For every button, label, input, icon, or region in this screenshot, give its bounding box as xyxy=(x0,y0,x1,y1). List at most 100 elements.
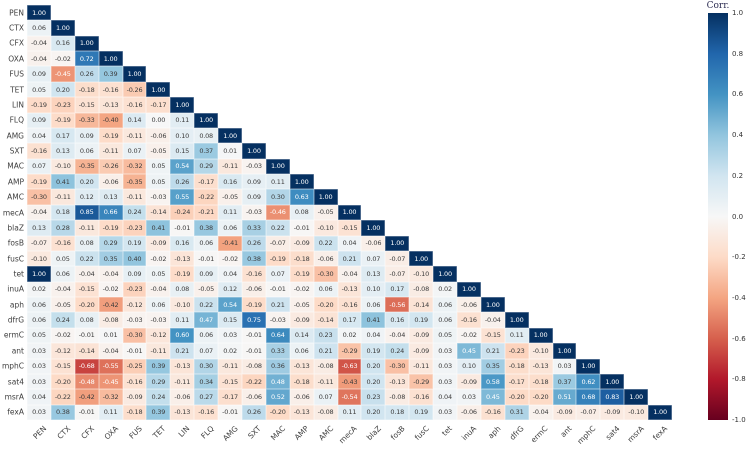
corr-cell-fexA-OXA: 0.11 xyxy=(98,404,123,420)
corr-cell-sat4-tet: 0.03 xyxy=(433,373,457,390)
corr-cell-tet-OXA: -0.04 xyxy=(98,266,123,282)
corr-cell-MAC-MAC: 1.00 xyxy=(265,158,290,175)
corr-cell-fexA-aph: -0.16 xyxy=(480,404,505,420)
corr-cell-fexA-msrA: -0.10 xyxy=(624,404,649,420)
corr-cell-sat4-AMP: -0.18 xyxy=(289,373,314,390)
corr-cell-inuA-inuA: 1.00 xyxy=(457,281,481,298)
corr-cell-msrA-AMP: -0.06 xyxy=(289,389,314,405)
corr-cell-fexA-CTX: 0.38 xyxy=(50,404,75,420)
corr-cell-blaZ-FLQ: 0.38 xyxy=(194,220,219,236)
corr-cell-mecA-AMC: -0.05 xyxy=(313,204,338,221)
corr-cell-ant-blaZ: 0.19 xyxy=(361,343,386,359)
col-label-aph: aph xyxy=(485,424,503,441)
row-label-AMG: AMG xyxy=(6,131,24,141)
corr-cell-OXA-OXA: 1.00 xyxy=(98,51,123,67)
corr-cell-inuA-SXT: -0.06 xyxy=(242,281,266,298)
corr-cell-dfrG-fusC: 0.19 xyxy=(409,312,434,328)
corr-cell-aph-MAC: 0.21 xyxy=(265,297,290,313)
col-label-CFX: CFX xyxy=(79,424,96,441)
corr-cell-tet-CFX: -0.04 xyxy=(74,266,99,282)
col-label-fusC: fusC xyxy=(412,424,431,443)
corr-cell-tet-LIN: -0.19 xyxy=(170,266,195,282)
corr-cell-SXT-FLQ: 0.37 xyxy=(194,143,219,159)
corr-cell-aph-LIN: -0.10 xyxy=(170,297,195,313)
corr-cell-sat4-FUS: -0.16 xyxy=(122,373,147,390)
corr-cell-MAC-FUS: -0.32 xyxy=(122,158,147,175)
corr-cell-fusC-MAC: -0.19 xyxy=(265,250,290,267)
colorbar-title: Corr. xyxy=(706,1,730,11)
corr-cell-fusC-blaZ: 0.07 xyxy=(361,250,386,267)
corr-cell-OXA-PEN: -0.04 xyxy=(27,51,51,67)
corr-cell-tet-PEN: 1.00 xyxy=(27,266,51,282)
corr-cell-fosB-fosB: 1.00 xyxy=(385,235,410,251)
corr-cell-inuA-FUS: -0.23 xyxy=(122,281,147,298)
corr-cell-ant-AMG: 0.02 xyxy=(218,343,242,359)
corr-cell-CFX-PEN: -0.04 xyxy=(27,35,51,52)
row-label-LIN: LIN xyxy=(11,100,24,110)
corr-cell-fexA-dfrG: 0.31 xyxy=(504,404,529,420)
corr-cell-AMG-AMG: 1.00 xyxy=(218,127,242,144)
corr-cell-dfrG-mecA: 0.17 xyxy=(337,312,362,328)
corr-cell-CFX-CTX: 0.16 xyxy=(50,35,75,52)
corr-cell-ermC-SXT: -0.01 xyxy=(242,327,266,344)
corr-cell-mphC-inuA: 0.10 xyxy=(457,358,481,374)
corr-cell-ant-tet: 0.03 xyxy=(433,343,457,359)
corr-cell-aph-inuA: -0.06 xyxy=(457,297,481,313)
corr-cell-blaZ-LIN: -0.01 xyxy=(170,220,195,236)
corr-cell-OXA-CTX: -0.02 xyxy=(50,51,75,67)
corr-cell-fusC-LIN: -0.13 xyxy=(170,250,195,267)
corr-cell-tet-mecA: -0.04 xyxy=(337,266,362,282)
corr-cell-dfrG-FUS: -0.03 xyxy=(122,312,147,328)
corr-cell-fexA-mecA: 0.11 xyxy=(337,404,362,420)
corr-cell-ant-mecA: -0.29 xyxy=(337,343,362,359)
corr-cell-SXT-OXA: -0.11 xyxy=(98,143,123,159)
corr-cell-AMC-AMC: 1.00 xyxy=(313,189,338,205)
corr-cell-ant-CFX: -0.14 xyxy=(74,343,99,359)
corr-cell-aph-tet: 0.06 xyxy=(433,297,457,313)
colorbar-tick-0.6: 0.6 xyxy=(732,90,744,99)
corr-cell-ant-OXA: -0.04 xyxy=(98,343,123,359)
corr-cell-fexA-FUS: -0.18 xyxy=(122,404,147,420)
corr-cell-dfrG-blaZ: 0.41 xyxy=(361,312,386,328)
corr-cell-ant-SXT: -0.01 xyxy=(242,343,266,359)
row-label-fusC: fusC xyxy=(7,254,24,264)
corr-cell-AMP-MAC: 0.11 xyxy=(265,174,290,190)
corr-cell-msrA-OXA: -0.32 xyxy=(98,389,123,405)
corr-cell-fexA-ant: -0.09 xyxy=(552,404,577,420)
corr-cell-sat4-blaZ: 0.20 xyxy=(361,373,386,390)
corr-cell-FUS-FUS: 1.00 xyxy=(122,66,147,82)
corr-cell-blaZ-SXT: 0.33 xyxy=(242,220,266,236)
row-label-SXT: SXT xyxy=(9,146,24,156)
corr-cell-mphC-FUS: -0.25 xyxy=(122,358,147,374)
row-label-msrA: msrA xyxy=(4,392,24,402)
corr-cell-mphC-OXA: -0.55 xyxy=(98,358,123,374)
corr-cell-FLQ-OXA: -0.40 xyxy=(98,112,123,128)
corr-cell-blaZ-AMP: -0.01 xyxy=(289,220,314,236)
col-label-AMP: AMP xyxy=(293,424,311,442)
corr-cell-fusC-fusC: 1.00 xyxy=(409,250,434,267)
corr-cell-ant-AMC: 0.21 xyxy=(313,343,338,359)
corr-cell-msrA-AMC: 0.07 xyxy=(313,389,338,405)
corr-cell-msrA-fosB: -0.08 xyxy=(385,389,410,405)
corr-cell-dfrG-OXA: -0.08 xyxy=(98,312,123,328)
corr-cell-ermC-AMC: 0.23 xyxy=(313,327,338,344)
corr-cell-MAC-CTX: -0.10 xyxy=(50,158,75,175)
corr-cell-mphC-CFX: -0.68 xyxy=(74,358,99,374)
row-label-tet: tet xyxy=(13,269,25,279)
corr-cell-inuA-PEN: 0.02 xyxy=(27,281,51,298)
corr-cell-SXT-SXT: 1.00 xyxy=(242,143,266,159)
corr-cell-AMG-TET: -0.06 xyxy=(146,127,171,144)
colorbar-gradient xyxy=(708,13,728,420)
corr-cell-aph-OXA: -0.42 xyxy=(98,297,123,313)
corr-cell-AMC-CFX: 0.12 xyxy=(74,189,99,205)
corr-cell-CTX-PEN: 0.06 xyxy=(27,20,51,36)
corr-cell-mphC-tet: 0.03 xyxy=(433,358,457,374)
corr-cell-sat4-AMC: -0.11 xyxy=(313,373,338,390)
corr-cell-LIN-CTX: -0.23 xyxy=(50,97,75,113)
corr-cell-fusC-AMG: -0.02 xyxy=(218,250,242,267)
corr-cell-mecA-AMG: 0.11 xyxy=(218,204,242,221)
corr-cell-blaZ-AMC: -0.10 xyxy=(313,220,338,236)
corr-cell-fusC-CTX: 0.05 xyxy=(50,250,75,267)
corr-cell-AMC-OXA: 0.13 xyxy=(98,189,123,205)
corr-cell-ant-ermC: -0.10 xyxy=(528,343,553,359)
